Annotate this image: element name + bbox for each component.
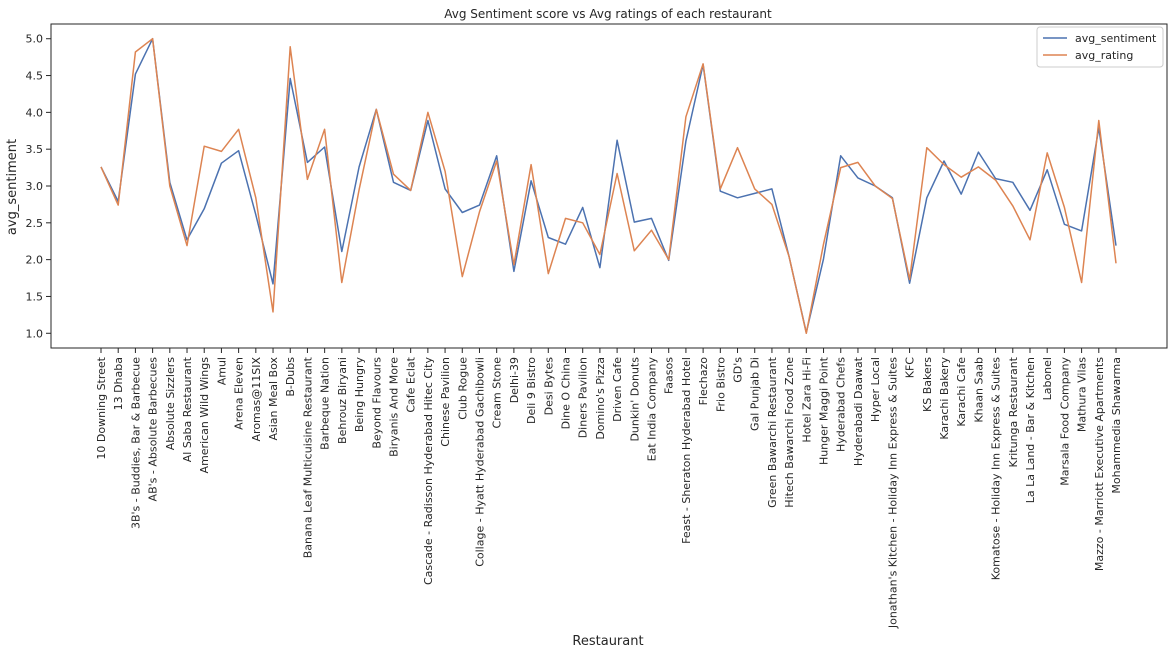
- x-tick-label: American Wild Wings: [198, 357, 211, 474]
- x-tick-label: Dunkin' Donuts: [628, 357, 641, 442]
- x-tick-label: Dine O China: [559, 357, 572, 429]
- x-tick-label: Mazzo - Marriott Executive Apartments: [1093, 357, 1106, 571]
- x-tick-label: Eat India Company: [646, 357, 659, 462]
- y-axis: 1.0 1.5 2.0 2.5 3.0 3.5 4.0 4.5 5.0: [26, 33, 51, 340]
- x-tick-label: KS Bakers: [921, 357, 934, 412]
- x-tick-label: Khaan Saab: [972, 357, 985, 423]
- x-tick-label: B-Dubs: [284, 357, 297, 397]
- y-tick-label: 4.0: [26, 106, 44, 119]
- legend: avg_sentiment avg_rating: [1036, 26, 1164, 68]
- y-tick-label: 1.0: [26, 327, 44, 340]
- x-tick-label: Hyderabad Chefs: [835, 357, 848, 452]
- x-tick-label: GD's: [732, 357, 745, 383]
- plot-lines: [100, 37, 1117, 335]
- x-tick-label: Cascade - Radisson Hyderabad Hitec City: [422, 357, 435, 585]
- x-tick-label: Domino's Pizza: [594, 357, 607, 440]
- x-tick-label: Asian Meal Box: [267, 357, 280, 441]
- x-tick-label: Feast - Sheraton Hyderabad Hotel: [680, 357, 693, 544]
- x-tick-label: Chinese Pavilion: [439, 357, 452, 447]
- x-tick-label: Al Saba Restaurant: [181, 356, 194, 462]
- x-tick-label: AB's - Absolute Barbecues: [147, 357, 160, 502]
- series-line-avg-rating: [100, 37, 1117, 335]
- x-tick-label: Mathura Vilas: [1076, 357, 1089, 432]
- chart-title: Avg Sentiment score vs Avg ratings of ea…: [444, 7, 772, 21]
- x-tick-label: Hitech Bawarchi Food Zone: [783, 357, 796, 508]
- x-tick-label: Mohammedia Shawarma: [1110, 357, 1123, 494]
- y-tick-label: 5.0: [26, 33, 44, 46]
- x-tick-label: KFC: [904, 357, 917, 379]
- x-tick-label: Banana Leaf Multicuisine Restaurant: [301, 356, 314, 558]
- x-tick-label: Absolute Sizzlers: [164, 357, 177, 451]
- x-tick-label: Delhi-39: [508, 357, 521, 403]
- y-tick-label: 2.5: [26, 217, 44, 230]
- x-tick-label: Beyond Flavours: [370, 357, 383, 449]
- y-tick-label: 3.0: [26, 180, 44, 193]
- x-axis-label: Restaurant: [572, 634, 643, 649]
- x-tick-label: Diners Pavilion: [577, 357, 590, 438]
- plot-frame: [50, 23, 1168, 349]
- x-tick-label: 3B's - Buddies, Bar & Barbecue: [129, 357, 142, 529]
- x-tick-label: Faasos: [663, 357, 676, 394]
- x-tick-label: Driven Cafe: [611, 357, 624, 422]
- x-tick-label: Being Hungry: [353, 357, 366, 433]
- x-tick-label: Desi Bytes: [542, 357, 555, 416]
- x-tick-label: Flechazo: [697, 357, 710, 406]
- y-tick-label: 3.5: [26, 143, 44, 156]
- x-tick-label: La La Land - Bar & Kitchen: [1024, 357, 1037, 503]
- y-tick-label: 4.5: [26, 70, 44, 83]
- x-axis: 10 Downing Street 13 Dhaba 3B's - Buddies,…: [95, 348, 1123, 629]
- x-tick-label: Labonel: [1041, 357, 1054, 400]
- legend-label: avg_sentiment: [1075, 32, 1157, 45]
- x-tick-label: Komatose - Holiday Inn Express & Suites: [990, 357, 1003, 580]
- x-tick-label: Gal Punjab Di: [749, 357, 762, 431]
- x-tick-label: Hunger Maggi Point: [818, 356, 831, 465]
- x-tick-label: Marsala Food Company: [1058, 357, 1071, 486]
- x-tick-label: Barbeque Nation: [319, 357, 332, 450]
- x-tick-label: Deli 9 Bistro: [525, 357, 538, 424]
- x-tick-label: Karachi Cafe: [955, 357, 968, 427]
- y-axis-label: avg_sentiment: [5, 139, 20, 235]
- x-tick-label: Karachi Bakery: [938, 357, 951, 440]
- x-tick-label: Hyper Local: [869, 357, 882, 422]
- x-tick-label: Behrouz Biryani: [336, 357, 349, 444]
- x-tick-label: Club Rogue: [456, 357, 469, 420]
- legend-label: avg_rating: [1075, 49, 1133, 62]
- x-tick-label: Arena Eleven: [233, 357, 246, 430]
- x-tick-label: 10 Downing Street: [95, 356, 108, 459]
- x-tick-label: Hotel Zara Hi-Fi: [800, 357, 813, 443]
- x-tick-label: Cafe Eclat: [405, 356, 418, 412]
- x-tick-label: Kritunga Restaurant: [1007, 356, 1020, 467]
- y-tick-label: 1.5: [26, 290, 44, 303]
- x-tick-label: Biryanis And More: [387, 357, 400, 457]
- x-tick-label: 13 Dhaba: [112, 357, 125, 410]
- y-tick-label: 2.0: [26, 254, 44, 267]
- x-tick-label: Cream Stone: [491, 357, 504, 429]
- x-tick-label: Green Bawarchi Restaurant: [766, 356, 779, 508]
- legend-box: [1036, 26, 1164, 68]
- x-tick-label: Aromas@11SIX: [250, 357, 263, 442]
- x-tick-label: Frio Bistro: [714, 357, 727, 412]
- x-tick-label: Hyderabadi Daawat: [852, 356, 865, 466]
- x-tick-label: Jonathan's Kitchen - Holiday Inn Express…: [886, 357, 899, 629]
- x-tick-label: Amul: [215, 357, 228, 385]
- x-tick-label: Collage - Hyatt Hyderabad Gachibowli: [473, 357, 486, 567]
